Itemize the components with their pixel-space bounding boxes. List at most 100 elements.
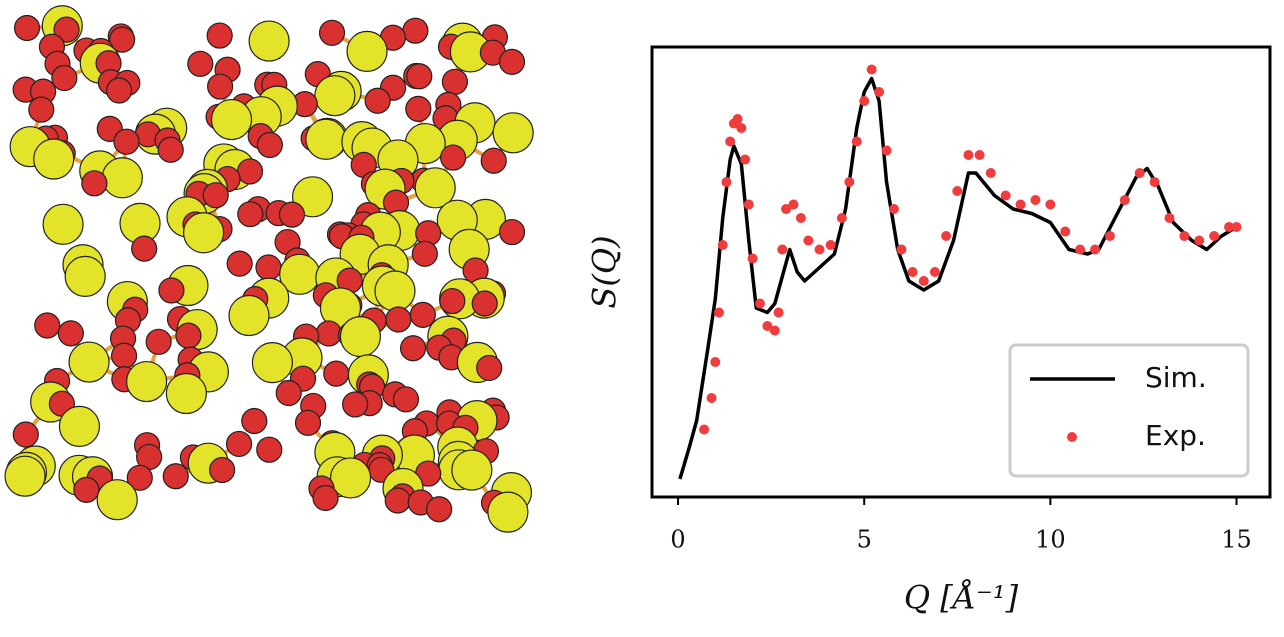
atom (339, 315, 382, 358)
atom (51, 64, 78, 92)
exp-point (773, 307, 784, 318)
atom (182, 212, 225, 254)
atom (384, 487, 411, 514)
atom (58, 405, 101, 448)
exp-point (963, 150, 974, 160)
exp-point (929, 267, 940, 277)
atom (278, 201, 306, 228)
chart: 0 5 10 15 Q [Å⁻¹] S(Q) Sim. Exp. (586, 45, 1272, 617)
atom (312, 484, 339, 512)
atom (471, 290, 498, 317)
exp-point (844, 177, 855, 187)
atom (96, 479, 138, 521)
atom (402, 17, 429, 44)
legend-dot (1067, 432, 1077, 442)
atom (126, 464, 153, 491)
atom (187, 50, 214, 77)
exp-point (1015, 199, 1026, 210)
exp-point (795, 213, 806, 223)
exp-point (1179, 231, 1190, 241)
plot-frame (650, 45, 1272, 499)
atom (12, 421, 39, 448)
atom (346, 30, 388, 73)
atom (248, 20, 290, 62)
exp-point (732, 114, 743, 124)
legend-label: Exp. (1145, 419, 1206, 452)
atom (439, 287, 466, 315)
atom (237, 201, 264, 228)
exp-point (736, 123, 747, 133)
exp-point (717, 240, 728, 250)
atom (42, 203, 84, 245)
atom (110, 342, 138, 369)
atom (255, 254, 282, 281)
exp-point (747, 253, 758, 264)
atom (105, 77, 133, 104)
exp-point (941, 231, 952, 241)
x-tick-label: 5 (857, 526, 872, 554)
atom (256, 131, 283, 159)
atom (210, 98, 253, 141)
atom (13, 14, 41, 42)
atom (451, 449, 493, 491)
atom (4, 455, 46, 497)
x-axis-label: Q [Å⁻¹] (904, 579, 1019, 617)
atom (441, 68, 469, 95)
atom (498, 218, 526, 246)
atom (256, 436, 283, 463)
exp-point (851, 136, 862, 147)
atom (364, 87, 391, 114)
x-tick-label: 0 (670, 526, 685, 554)
exp-point (952, 186, 963, 196)
atom (426, 496, 453, 523)
atom (165, 372, 207, 415)
x-tick-label: 10 (1035, 526, 1066, 554)
atom (411, 240, 438, 267)
atom (374, 270, 416, 312)
atom (492, 112, 534, 154)
atom (101, 157, 143, 199)
exp-point (1030, 195, 1041, 205)
atom (113, 128, 140, 155)
exp-point (1000, 190, 1011, 201)
exp-point (1090, 244, 1101, 255)
exp-point (710, 357, 721, 367)
exp-point (1104, 231, 1115, 241)
exp-point (714, 307, 725, 318)
exp-point (803, 235, 814, 246)
legend-label: Sim. (1145, 361, 1207, 394)
exp-point (762, 321, 773, 331)
atom (206, 22, 233, 49)
atom (145, 328, 172, 355)
exp-point (1164, 213, 1175, 223)
atom (28, 96, 55, 123)
exp-point (814, 244, 825, 255)
atom (414, 167, 456, 209)
atom (33, 138, 75, 180)
atom (385, 306, 412, 333)
atom (498, 48, 526, 75)
atom (275, 379, 302, 407)
exp-point (781, 204, 792, 214)
atom (405, 95, 432, 122)
atom (131, 235, 158, 262)
atom (81, 170, 108, 197)
exp-point (859, 96, 870, 106)
atom (158, 277, 185, 304)
atom (126, 360, 168, 403)
exp-point (725, 136, 736, 147)
atom (323, 360, 350, 387)
exp-point (836, 213, 847, 223)
atom (207, 73, 234, 100)
molecule-render (4, 5, 534, 533)
exp-point (896, 244, 907, 255)
x-tick-label: 15 (1221, 526, 1252, 554)
atom (202, 182, 229, 209)
atom (34, 312, 61, 339)
atom (487, 491, 529, 533)
y-axis-label: S(Q) (586, 235, 624, 308)
exp-point (706, 393, 717, 403)
exp-point (1231, 222, 1242, 232)
atom (314, 75, 356, 117)
